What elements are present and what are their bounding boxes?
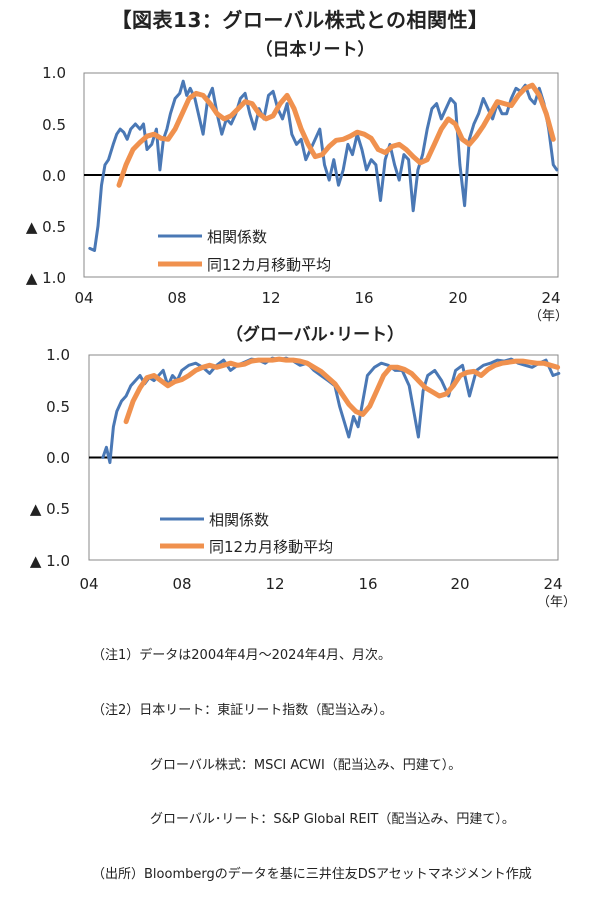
series-line-correlation: [101, 356, 561, 465]
x-tick-label: 08: [167, 289, 186, 307]
note-2-global-reit: グローバル･リート：S&P Global REIT（配当込み、円建て）。: [150, 812, 515, 828]
chart-japan-reit: （日本リート） 1.0 0.5 0.0 ▲ 0.5 ▲ 1.0 04 08 12…: [26, 39, 568, 324]
x-tick-label: 08: [172, 575, 191, 593]
note-1: （注1）データは2004年4月～2024年4月、月次。: [92, 648, 391, 664]
y-tick-label: ▲ 1.0: [26, 269, 66, 287]
y-tick-label: ▲ 1.0: [30, 552, 70, 570]
charts-canvas: （日本リート） 1.0 0.5 0.0 ▲ 0.5 ▲ 1.0 04 08 12…: [26, 39, 576, 610]
series-lines: [89, 356, 561, 465]
x-unit-label: （年）: [529, 309, 568, 324]
series-line-moving-average: [116, 82, 556, 188]
y-tick-label: 0.5: [42, 116, 66, 134]
chart-global-reit: （グローバル･リート） 1.0 0.5 0.0 ▲ 0.5 ▲ 1.0 04 0…: [30, 324, 576, 610]
series-line-correlation: [88, 79, 559, 252]
x-tick-label: 20: [448, 289, 467, 307]
legend: 相関係数 同12カ月移動平均: [160, 511, 333, 556]
figure-title: 【図表13：グローバル株式との相関性】: [111, 8, 489, 32]
x-tick-label: 12: [265, 575, 284, 593]
x-tick-labels: 04 08 12 16 20 24: [79, 575, 562, 593]
y-tick-label: 1.0: [46, 346, 70, 364]
source-note: （出所）Bloombergのデータを基に三井住友DSアセットマネジメント作成: [92, 866, 532, 882]
y-tick-label: 0.0: [42, 167, 66, 185]
legend-label-raw: 相関係数: [209, 511, 269, 529]
y-tick-label: ▲ 0.5: [30, 500, 70, 518]
series-line-moving-average: [123, 356, 561, 425]
x-tick-label: 12: [261, 289, 280, 307]
y-tick-label: 0.5: [46, 398, 70, 416]
legend-label-raw: 相関係数: [207, 228, 267, 246]
legend-label-ma: 同12カ月移動平均: [207, 256, 331, 274]
x-tick-label: 24: [541, 289, 560, 307]
x-tick-label: 04: [74, 289, 93, 307]
y-tick-labels: 1.0 0.5 0.0 ▲ 0.5 ▲ 1.0: [30, 346, 70, 570]
legend-label-ma: 同12カ月移動平均: [209, 538, 333, 556]
chart-title: （日本リート）: [256, 39, 375, 60]
series-lines: [84, 79, 559, 252]
x-unit-label: （年）: [537, 595, 576, 610]
y-tick-labels: 1.0 0.5 0.0 ▲ 0.5 ▲ 1.0: [26, 64, 66, 287]
x-tick-label: 20: [450, 575, 469, 593]
x-tick-label: 16: [354, 289, 373, 307]
x-tick-label: 24: [543, 575, 562, 593]
chart-title: （グローバル･リート）: [226, 324, 404, 345]
note-2-global-equity: グローバル株式：MSCI ACWI（配当込み、円建て）。: [150, 757, 462, 773]
y-tick-label: 1.0: [42, 64, 66, 82]
x-tick-label: 04: [79, 575, 98, 593]
x-tick-labels: 04 08 12 16 20 24: [74, 289, 560, 307]
footnotes: （注1）データは2004年4月～2024年4月、月次。 （注2）日本リート：東証…: [92, 611, 532, 902]
y-tick-label: ▲ 0.5: [26, 218, 66, 236]
y-tick-label: 0.0: [46, 449, 70, 467]
note-2: （注2）日本リート：東証リート指数（配当込み）。: [92, 703, 393, 718]
legend: 相関係数 同12カ月移動平均: [158, 228, 331, 274]
x-tick-label: 16: [358, 575, 377, 593]
